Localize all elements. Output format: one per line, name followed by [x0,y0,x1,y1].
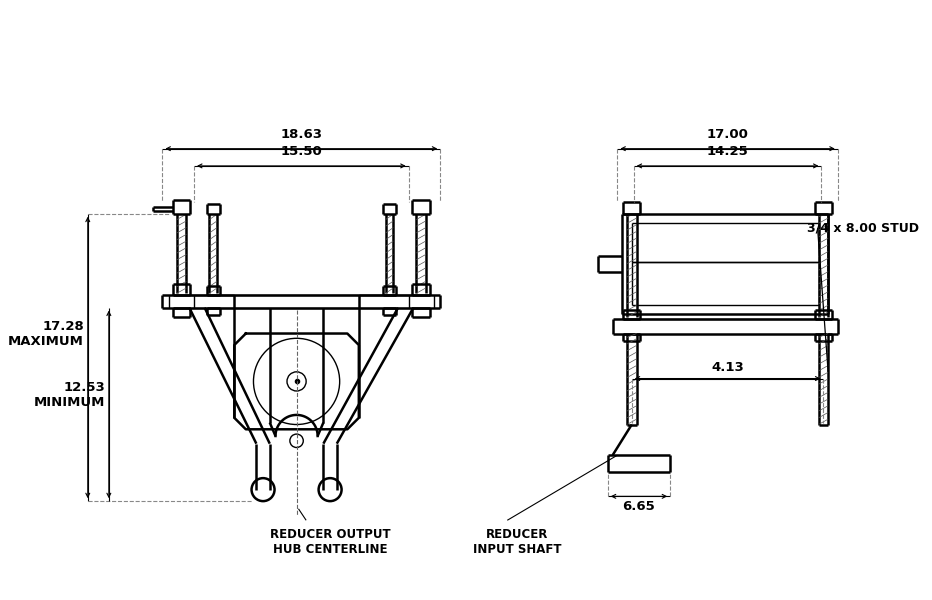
Text: 12.53
MINIMUM: 12.53 MINIMUM [34,381,105,409]
Text: 17.00: 17.00 [706,128,748,141]
Text: 4.13: 4.13 [711,361,744,374]
Text: 18.63: 18.63 [281,128,322,141]
Text: REDUCER OUTPUT
HUB CENTERLINE: REDUCER OUTPUT HUB CENTERLINE [269,528,391,556]
Text: 17.28
MAXIMUM: 17.28 MAXIMUM [8,320,84,349]
Text: 6.65: 6.65 [623,500,655,513]
Text: REDUCER
INPUT SHAFT: REDUCER INPUT SHAFT [473,528,561,556]
Text: 15.50: 15.50 [281,145,322,158]
Text: 3/4 x 8.00 STUD: 3/4 x 8.00 STUD [807,221,919,235]
Text: 14.25: 14.25 [706,145,748,158]
